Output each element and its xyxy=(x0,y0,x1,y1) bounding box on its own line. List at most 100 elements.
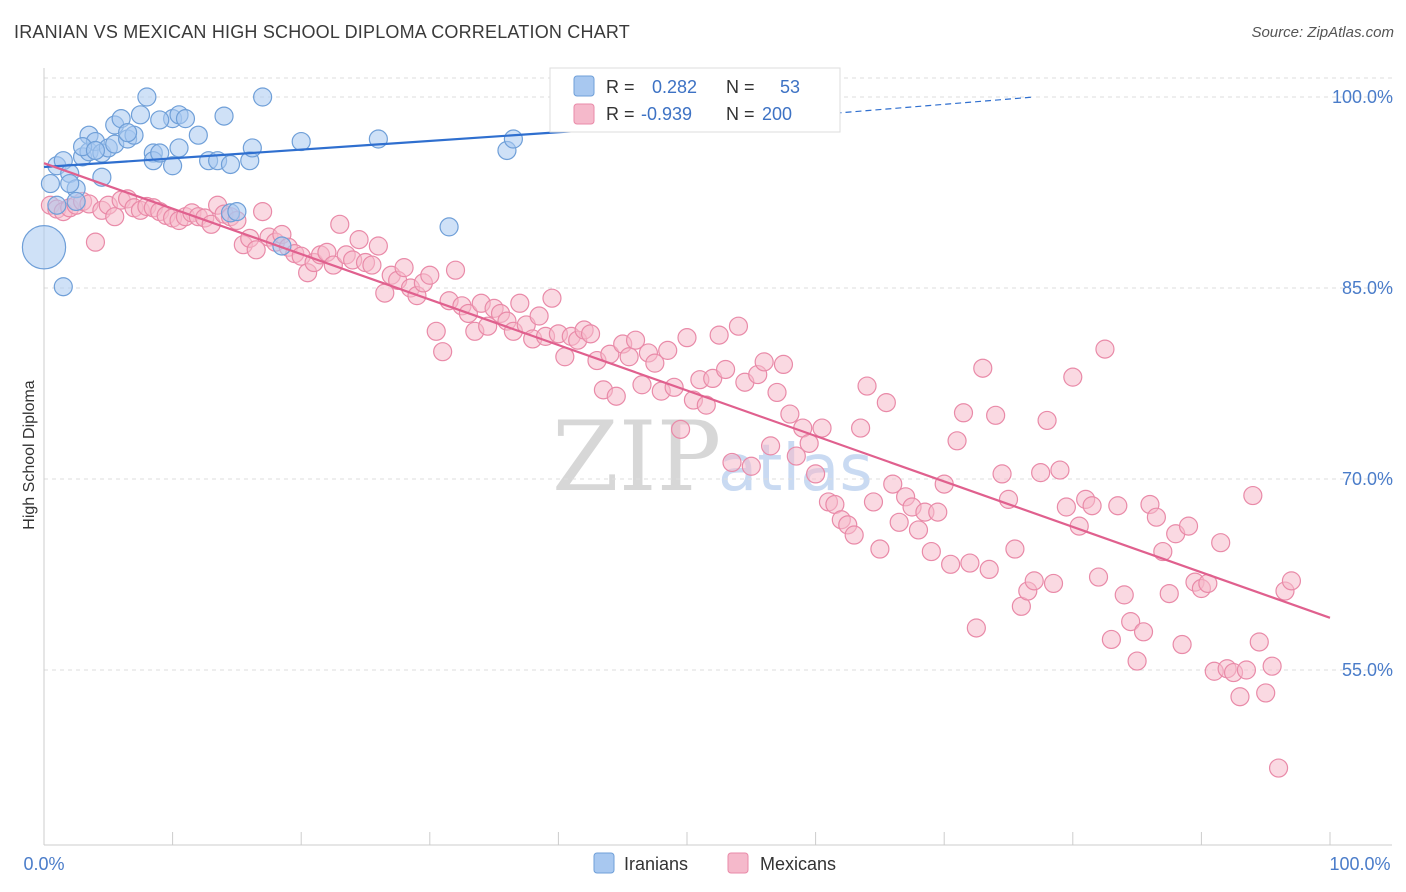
mexican-trend-line xyxy=(43,162,1331,619)
mexican-point-59 xyxy=(420,265,440,285)
bottom-legend-swatch-mexicans xyxy=(727,852,749,874)
mexican-point-73 xyxy=(510,293,530,313)
legend-n-label-iranians: N = xyxy=(726,77,755,97)
y-tick-label-85: 85.0% xyxy=(1342,278,1393,298)
series-legend: Iranians Mexicans xyxy=(593,852,836,874)
iranian-point-51 xyxy=(117,123,138,143)
mexican-point-61 xyxy=(433,342,453,362)
mexican-point-170 xyxy=(1133,622,1154,642)
mexican-point-150 xyxy=(1005,539,1025,559)
legend-r-label-mexicans: R = xyxy=(606,104,635,124)
iranian-point-21 xyxy=(137,87,157,107)
mexican-point-177 xyxy=(1178,516,1199,536)
mexican-point-106 xyxy=(722,452,742,473)
mexican-point-189 xyxy=(1256,683,1276,703)
mexican-point-102 xyxy=(696,395,716,415)
mexican-point-48 xyxy=(349,230,369,250)
bottom-legend-swatch-iranians xyxy=(593,852,615,874)
mexican-point-172 xyxy=(1146,507,1166,527)
mexican-point-99 xyxy=(677,328,697,348)
mexican-point-167 xyxy=(1114,585,1134,605)
mexican-point-98 xyxy=(670,419,691,439)
iranian-point-41 xyxy=(291,131,311,152)
mexican-point-147 xyxy=(986,405,1006,425)
bottom-legend-iranians: Iranians xyxy=(624,854,688,874)
watermark-atlas: atlas xyxy=(718,432,873,506)
mexican-point-90 xyxy=(619,347,639,367)
mexican-point-166 xyxy=(1108,496,1128,516)
mexican-point-143 xyxy=(960,553,980,573)
mexican-point-164 xyxy=(1095,339,1115,359)
mexican-point-126 xyxy=(851,418,871,438)
mexican-point-144 xyxy=(966,618,986,638)
mexican-point-188 xyxy=(1249,632,1269,652)
source-credit: Source: ZipAtlas.com xyxy=(1251,24,1394,41)
mexican-point-45 xyxy=(330,214,350,234)
mexican-point-140 xyxy=(941,554,961,574)
mexican-point-156 xyxy=(1043,573,1064,594)
legend-swatch-mexicans xyxy=(573,103,595,125)
iranian-point-39 xyxy=(253,87,273,107)
mexican-point-128 xyxy=(863,492,884,512)
legend-box xyxy=(549,67,841,133)
mexican-point-159 xyxy=(1063,367,1083,387)
mexican-point-7 xyxy=(85,232,106,252)
iranian-point-52 xyxy=(150,110,170,130)
mexican-point-162 xyxy=(1082,496,1102,516)
y-tick-label-70: 70.0% xyxy=(1342,469,1393,489)
mexican-point-187 xyxy=(1243,485,1263,506)
mexican-point-104 xyxy=(709,325,729,345)
mexican-point-32 xyxy=(246,240,266,260)
iranian-point-4 xyxy=(53,277,73,297)
mexican-point-96 xyxy=(658,340,678,360)
mexican-point-153 xyxy=(1024,571,1044,591)
legend-n-value-iranians: 53 xyxy=(780,77,800,97)
mexican-point-92 xyxy=(632,375,652,395)
x-tick-label-min: 0.0% xyxy=(23,854,64,874)
mexican-point-88 xyxy=(606,386,626,406)
iranian-point-29 xyxy=(175,109,196,129)
mexican-point-111 xyxy=(754,352,774,372)
iranian-point-50 xyxy=(85,140,106,161)
y-axis-label: High School Diploma xyxy=(21,380,38,530)
mexican-point-168 xyxy=(1121,612,1141,632)
mexican-point-50 xyxy=(362,255,382,275)
mexican-point-185 xyxy=(1230,687,1250,707)
watermark-zip: ZIP xyxy=(552,401,721,513)
mexican-point-129 xyxy=(870,539,890,559)
mexican-point-33 xyxy=(253,202,273,222)
iranian-point-40 xyxy=(272,236,292,256)
iranians-points xyxy=(21,87,723,297)
legend-n-value-mexicans: 200 xyxy=(762,104,792,124)
bottom-legend-mexicans: Mexicans xyxy=(760,854,836,874)
mexican-point-142 xyxy=(953,403,974,423)
mexican-point-155 xyxy=(1037,410,1057,431)
mexican-point-163 xyxy=(1088,567,1109,587)
mexican-point-116 xyxy=(786,446,806,466)
mexican-point-105 xyxy=(715,359,736,380)
iranian-point-48 xyxy=(60,173,80,194)
mexican-point-113 xyxy=(767,382,787,403)
y-tick-labels: 55.0% 70.0% 85.0% 100.0% xyxy=(1332,87,1393,680)
iranian-point-1 xyxy=(40,173,61,194)
mexican-point-107 xyxy=(728,316,749,336)
iranian-point-7 xyxy=(66,191,86,212)
mexican-point-141 xyxy=(947,431,967,451)
mexican-point-149 xyxy=(998,489,1019,509)
mexican-point-120 xyxy=(812,418,832,438)
legend-r-label-iranians: R = xyxy=(606,77,635,97)
mexican-point-119 xyxy=(805,464,826,484)
mexican-point-127 xyxy=(857,376,877,396)
mexican-point-148 xyxy=(992,464,1012,484)
mexican-point-190 xyxy=(1262,656,1282,676)
iranian-point-24 xyxy=(150,143,170,163)
mexican-point-55 xyxy=(394,258,414,278)
mexican-point-84 xyxy=(580,324,601,344)
mexican-point-154 xyxy=(1031,463,1051,483)
mexican-point-157 xyxy=(1050,460,1070,480)
mexican-point-63 xyxy=(445,260,466,280)
iranian-point-36 xyxy=(227,202,247,222)
mexican-point-114 xyxy=(773,354,794,374)
mexican-point-169 xyxy=(1127,651,1147,671)
